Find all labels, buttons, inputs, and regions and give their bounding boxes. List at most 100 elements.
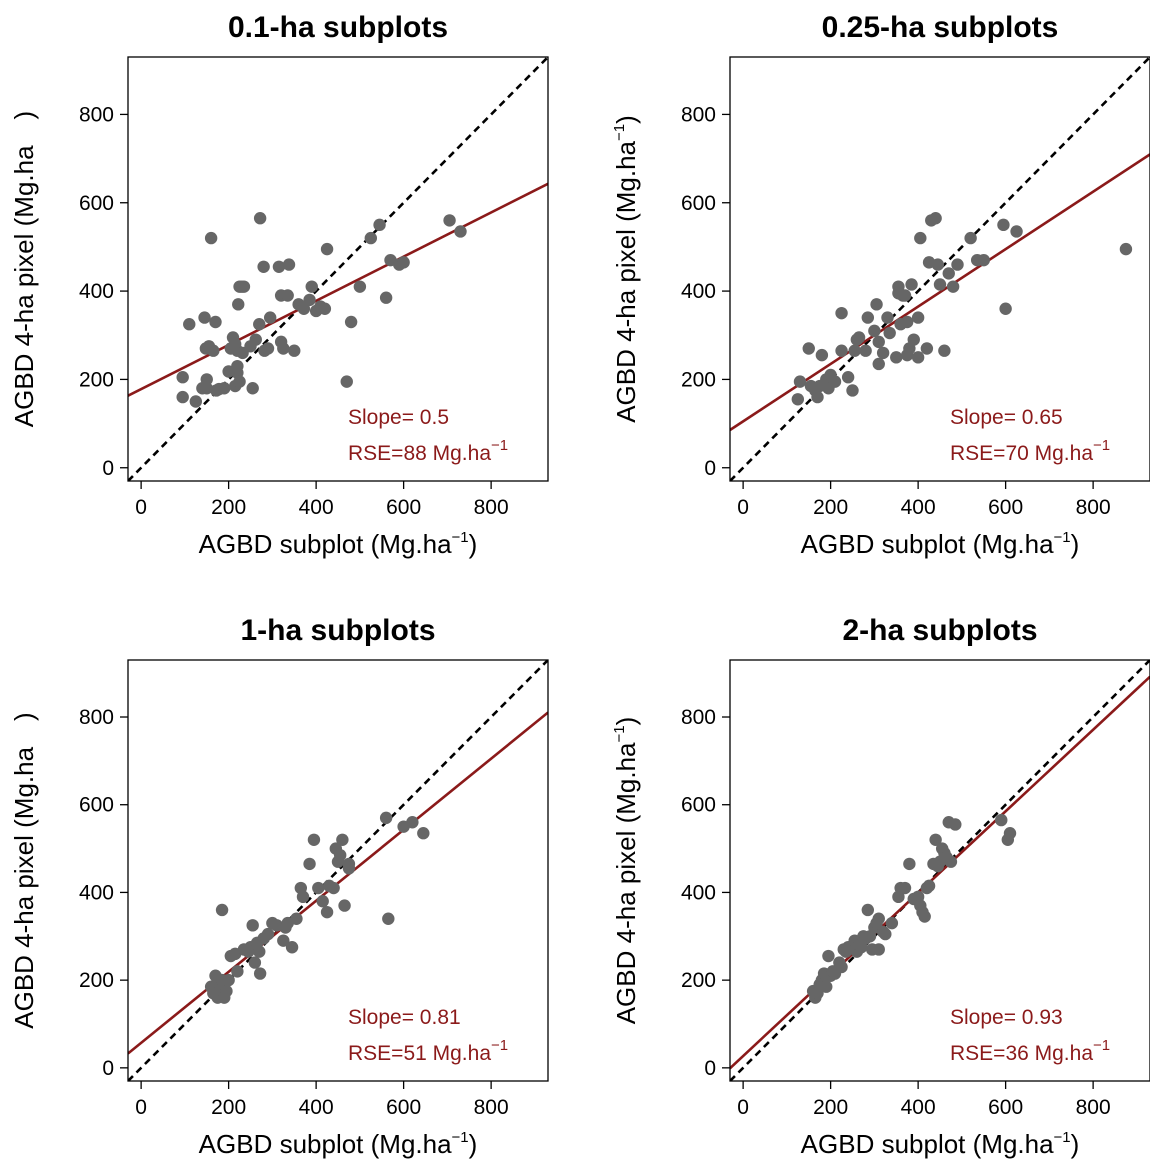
y-tick-label: 400 <box>681 881 716 904</box>
data-point <box>318 302 332 315</box>
data-point <box>852 331 866 344</box>
data-point <box>312 881 325 895</box>
data-point <box>907 333 920 346</box>
data-point <box>964 231 977 245</box>
x-tick-label: 800 <box>474 496 509 519</box>
data-point <box>307 833 321 847</box>
y-axis-label-text: AGBD 4-ha pixel (Mg.ha <box>9 746 39 1028</box>
chart-title: 1-ha subplots <box>240 614 435 647</box>
y-tick-label: 800 <box>79 103 114 126</box>
data-point <box>338 899 351 912</box>
points-group <box>791 212 1133 406</box>
rse-annotation-text: RSE=51 Mg.ha <box>348 1042 491 1065</box>
data-point <box>277 934 290 947</box>
data-point <box>872 335 885 349</box>
data-point <box>848 344 861 357</box>
data-point <box>999 302 1012 315</box>
y-tick-label: 600 <box>681 794 716 817</box>
y-tick-label: 800 <box>681 103 716 126</box>
x-tick-label: 200 <box>813 1096 848 1119</box>
data-point <box>237 280 251 293</box>
y-axis-label-text: AGBD 4-ha pixel (Mg.ha <box>611 140 641 422</box>
data-point <box>931 258 945 271</box>
data-point <box>248 956 262 969</box>
data-point <box>288 344 301 357</box>
y-tick-label: 600 <box>79 794 114 817</box>
y-axis-label: AGBD 4-ha pixel (Mg.ha ) <box>9 712 39 1028</box>
y-axis-label: AGBD 4-ha pixel (Mg.ha ) <box>9 111 39 427</box>
x-axis-label-sup: −1 <box>1054 1129 1071 1146</box>
chart-title: 2-ha subplots <box>842 614 1037 647</box>
panel-2: 0.25-ha subplots 0 200 400 600 800 0 200 400 600 8… <box>611 11 1150 559</box>
data-point <box>946 280 960 293</box>
x-tick-label: 800 <box>474 1096 509 1119</box>
x-tick-label: 0 <box>737 496 749 519</box>
data-point <box>918 910 931 923</box>
x-tick-label: 600 <box>386 496 421 519</box>
data-point <box>929 212 942 225</box>
y-tick-label: 0 <box>704 1057 716 1080</box>
data-point <box>949 818 962 831</box>
x-axis-label-sup: −1 <box>452 529 469 546</box>
plot-frame <box>127 659 549 1082</box>
data-point <box>911 311 925 324</box>
data-point <box>997 218 1010 232</box>
x-axis-label-text: AGBD subplot (Mg.ha <box>801 1129 1054 1159</box>
y-tick-label: 800 <box>681 706 716 729</box>
data-point <box>876 346 890 360</box>
data-point <box>344 315 358 329</box>
x-tick-label: 200 <box>211 496 246 519</box>
y-axis-label-text: AGBD 4-ha pixel (Mg.ha <box>611 742 641 1024</box>
data-point <box>176 371 189 384</box>
data-point <box>406 816 419 829</box>
data-point <box>231 359 244 373</box>
data-point <box>938 344 951 357</box>
y-tick-label: 0 <box>102 1057 114 1080</box>
data-point <box>820 980 833 993</box>
data-point <box>835 344 848 357</box>
data-point <box>898 881 912 895</box>
data-point <box>204 231 218 245</box>
data-point <box>218 382 231 395</box>
y-axis-label-sup: −1 <box>611 725 628 742</box>
data-point <box>281 289 294 302</box>
y-axis-label-gap <box>9 119 39 145</box>
data-point <box>879 927 892 941</box>
data-point <box>232 298 245 311</box>
x-tick-label: 400 <box>299 496 334 519</box>
x-tick-label: 200 <box>813 496 848 519</box>
y-tick-label: 200 <box>681 368 716 391</box>
data-point <box>995 813 1008 827</box>
rse-annotation-sup: −1 <box>1093 1037 1110 1054</box>
data-point <box>257 260 270 273</box>
y-tick-label: 600 <box>681 192 716 215</box>
x-axis-label-sup: −1 <box>1054 529 1071 546</box>
fit-line <box>128 711 548 1055</box>
data-point <box>261 927 275 941</box>
data-point <box>903 857 916 871</box>
fit-line <box>730 153 1150 432</box>
x-axis-label-tail: ) <box>469 1129 478 1159</box>
panel-1: 0.1-ha subplots 0 200 400 600 800 0 200 400 600 80… <box>9 11 549 559</box>
x-tick-label: 400 <box>901 1096 936 1119</box>
data-point <box>253 945 266 958</box>
rse-annotation: RSE=36 Mg.ha−1 <box>950 1037 1110 1065</box>
x-tick-label: 800 <box>1076 1096 1111 1119</box>
data-point <box>868 324 881 338</box>
y-tick-label: 400 <box>79 280 114 303</box>
x-axis-label-tail: ) <box>469 529 478 559</box>
data-point <box>364 231 378 245</box>
rse-annotation-sup: −1 <box>1093 437 1110 454</box>
points-group <box>204 811 430 1004</box>
y-axis-label-tail: ) <box>9 712 39 721</box>
data-point <box>209 315 222 329</box>
y-tick-label: 400 <box>79 881 114 904</box>
y-axis-label: AGBD 4-ha pixel (Mg.ha−1) <box>611 717 641 1025</box>
plot-frame <box>729 659 1150 1082</box>
rse-annotation-sup: −1 <box>491 437 508 454</box>
data-point <box>253 212 267 225</box>
data-point <box>914 231 927 245</box>
rse-annotation: RSE=70 Mg.ha−1 <box>950 437 1110 465</box>
identity-line <box>730 660 1150 1081</box>
